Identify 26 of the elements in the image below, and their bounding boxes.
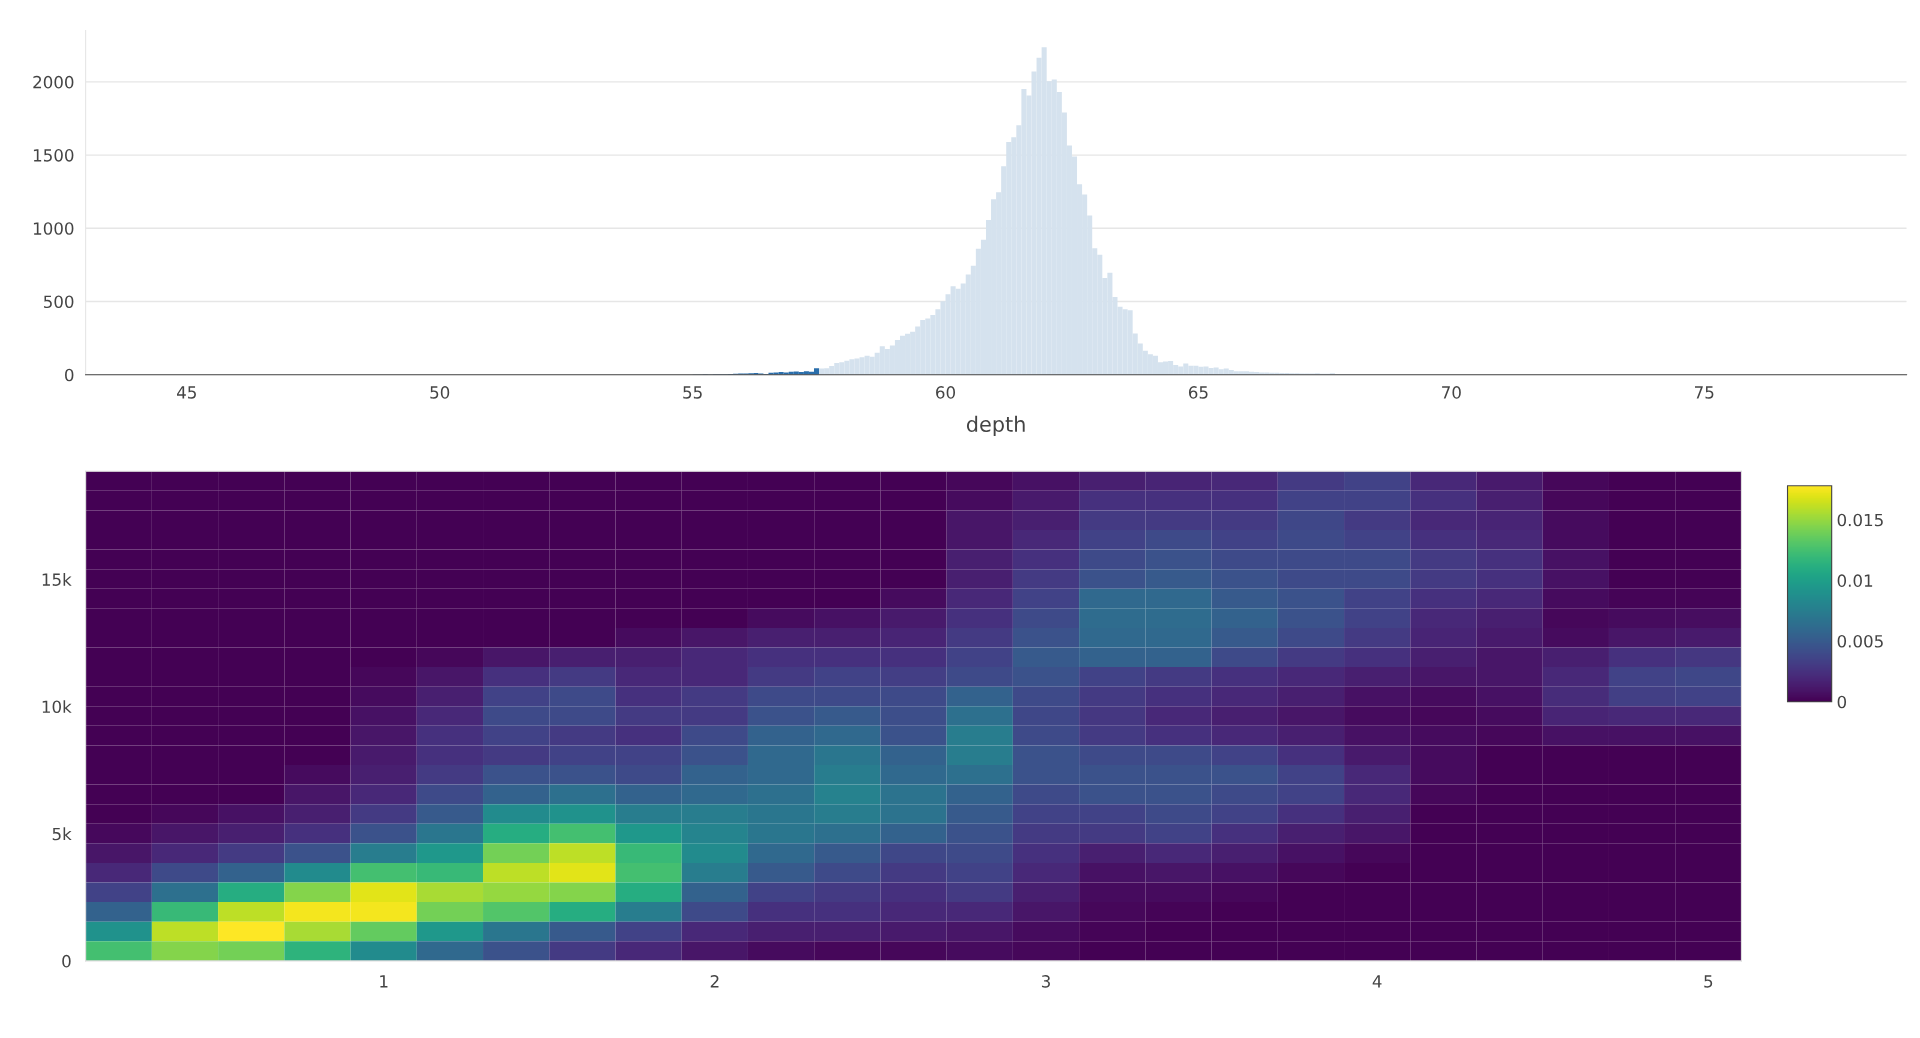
y-tick-label: 500 bbox=[43, 295, 74, 309]
color-bar-label: 0.01 bbox=[1837, 574, 1873, 587]
x-tick-label: 65 bbox=[1188, 386, 1208, 399]
y-tick-label: 10k bbox=[42, 700, 72, 714]
y-tick-label: 0 bbox=[62, 954, 71, 968]
color-bar-label: 0 bbox=[1837, 695, 1847, 709]
x-tick-label: 70 bbox=[1442, 386, 1461, 399]
x-tick-label: 60 bbox=[936, 386, 956, 399]
y-tick-label: 1500 bbox=[33, 149, 74, 162]
y-tick-label: 5k bbox=[52, 827, 72, 841]
y-tick-label: 15k bbox=[42, 573, 72, 586]
x-tick-label: 55 bbox=[683, 386, 702, 399]
color-bar-label: 0.005 bbox=[1837, 635, 1883, 648]
x-axis-title: depth bbox=[966, 415, 1025, 437]
x-tick-label: 4 bbox=[1372, 975, 1382, 988]
x-tick-label: 5 bbox=[1704, 975, 1713, 988]
x-tick-label: 45 bbox=[177, 386, 196, 399]
x-tick-label: 50 bbox=[430, 386, 450, 399]
y-tick-label: 0 bbox=[65, 368, 74, 382]
y-tick-label: 2000 bbox=[33, 75, 74, 89]
y-tick-label: 1000 bbox=[33, 222, 74, 235]
color-bar-label: 0.015 bbox=[1837, 513, 1883, 527]
x-tick-label: 75 bbox=[1695, 386, 1714, 399]
x-tick-label: 2 bbox=[710, 975, 719, 988]
x-tick-label: 1 bbox=[380, 975, 388, 988]
x-tick-label: 3 bbox=[1041, 975, 1050, 988]
